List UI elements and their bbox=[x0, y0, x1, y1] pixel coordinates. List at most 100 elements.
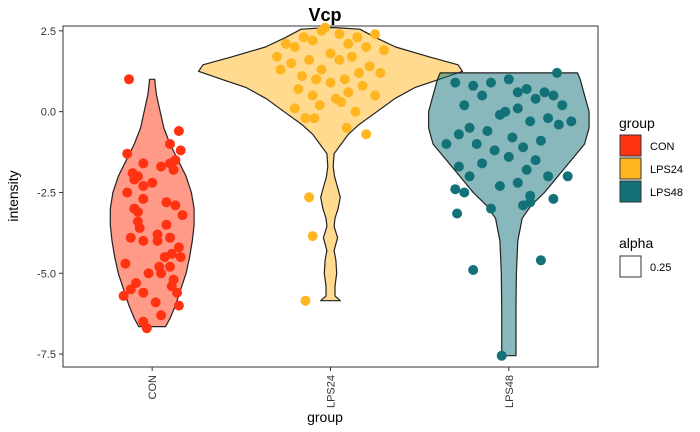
data-point-lps48 bbox=[530, 155, 541, 166]
data-point-lps48 bbox=[459, 100, 470, 111]
data-point-lps24 bbox=[320, 22, 331, 33]
data-point-con bbox=[138, 193, 149, 204]
data-point-lps24 bbox=[307, 35, 318, 46]
data-point-lps48 bbox=[477, 90, 488, 101]
data-point-con bbox=[124, 74, 134, 85]
data-point-lps24 bbox=[361, 129, 372, 140]
axes-layer: 2.5 0.0 -2.5 -5.0 -7.5 CON LPS24 LPS48 bbox=[37, 26, 516, 408]
data-point-lps24 bbox=[346, 51, 357, 62]
data-point-lps24 bbox=[336, 97, 347, 107]
data-point-con bbox=[125, 232, 136, 243]
data-point-con bbox=[132, 171, 143, 182]
data-point-lps48 bbox=[494, 181, 505, 191]
y-tick-label: 2.5 bbox=[41, 26, 56, 38]
data-point-lps24 bbox=[364, 61, 375, 72]
data-point-con bbox=[165, 139, 175, 149]
data-point-con bbox=[173, 242, 184, 253]
data-point-lps48 bbox=[459, 187, 470, 198]
data-point-lps24 bbox=[307, 90, 318, 101]
data-point-con bbox=[129, 203, 140, 214]
data-point-con bbox=[159, 252, 170, 263]
data-point-lps24 bbox=[272, 51, 282, 62]
legend-label-con: CON bbox=[650, 141, 675, 153]
data-point-con bbox=[143, 268, 154, 279]
legend-key-lps24 bbox=[619, 157, 642, 180]
data-point-con bbox=[156, 161, 167, 172]
data-point-lps24 bbox=[304, 192, 315, 203]
data-point-lps24 bbox=[289, 42, 300, 52]
data-point-lps48 bbox=[453, 129, 464, 140]
data-point-lps48 bbox=[512, 103, 523, 114]
legend-key-con bbox=[619, 134, 642, 157]
data-point-lps48 bbox=[482, 126, 493, 136]
data-point-lps48 bbox=[507, 132, 518, 143]
data-point-lps24 bbox=[314, 100, 325, 111]
legend-title-alpha: alpha bbox=[619, 235, 653, 251]
data-point-con bbox=[138, 158, 149, 169]
data-point-lps24 bbox=[307, 231, 318, 242]
data-point-lps48 bbox=[562, 171, 573, 182]
data-point-lps48 bbox=[553, 119, 564, 130]
data-point-lps24 bbox=[325, 48, 336, 59]
data-point-lps24 bbox=[339, 74, 350, 85]
data-point-lps24 bbox=[298, 32, 309, 43]
data-point-con bbox=[161, 219, 172, 230]
data-point-lps48 bbox=[464, 122, 475, 133]
data-point-lps24 bbox=[300, 295, 311, 306]
data-point-lps24 bbox=[325, 77, 336, 88]
data-point-lps24 bbox=[311, 74, 322, 85]
data-point-con bbox=[165, 158, 175, 169]
data-point-lps48 bbox=[543, 113, 554, 124]
data-point-con bbox=[138, 235, 149, 246]
data-point-lps48 bbox=[521, 164, 532, 175]
data-point-lps48 bbox=[450, 184, 461, 195]
data-point-lps24 bbox=[370, 90, 381, 101]
data-point-lps24 bbox=[286, 58, 297, 69]
data-point-lps48 bbox=[503, 151, 514, 162]
data-point-lps48 bbox=[503, 74, 514, 85]
data-point-lps48 bbox=[471, 139, 482, 149]
data-point-lps48 bbox=[441, 139, 452, 149]
data-point-lps24 bbox=[275, 64, 286, 75]
data-point-con bbox=[122, 148, 133, 159]
data-point-lps48 bbox=[496, 350, 507, 361]
data-point-lps48 bbox=[518, 142, 529, 153]
legend-title-group: group bbox=[619, 115, 655, 131]
data-point-lps48 bbox=[452, 208, 463, 219]
data-point-con bbox=[134, 223, 145, 233]
x-axis-title: group bbox=[307, 409, 343, 425]
data-point-lps24 bbox=[350, 106, 361, 117]
data-point-lps48 bbox=[489, 145, 500, 156]
data-point-lps24 bbox=[334, 29, 345, 40]
data-point-lps48 bbox=[486, 203, 496, 214]
data-point-lps48 bbox=[468, 265, 479, 275]
data-point-lps48 bbox=[512, 177, 523, 188]
data-point-con bbox=[166, 281, 177, 292]
data-point-lps24 bbox=[289, 103, 300, 114]
data-point-con bbox=[165, 261, 175, 272]
data-point-lps48 bbox=[566, 116, 577, 127]
data-point-con bbox=[131, 278, 142, 288]
data-point-lps48 bbox=[552, 67, 562, 78]
data-point-lps24 bbox=[361, 42, 372, 52]
legend: group CON LPS24 LPS48 alpha 0.25 bbox=[619, 115, 683, 278]
data-point-lps24 bbox=[357, 80, 368, 91]
x-tick-label-con: CON bbox=[147, 375, 159, 400]
data-point-lps48 bbox=[468, 80, 479, 91]
data-point-con bbox=[147, 177, 158, 188]
data-point-con bbox=[152, 235, 163, 246]
data-point-lps24 bbox=[370, 29, 381, 40]
data-point-lps48 bbox=[548, 90, 559, 101]
data-point-con bbox=[175, 145, 186, 156]
data-point-lps24 bbox=[334, 54, 345, 65]
data-point-lps24 bbox=[309, 113, 320, 124]
data-point-con bbox=[120, 258, 131, 269]
data-point-lps48 bbox=[535, 135, 546, 146]
data-point-lps48 bbox=[450, 77, 461, 88]
data-point-lps48 bbox=[521, 84, 532, 94]
data-point-lps24 bbox=[343, 38, 354, 49]
legend-key-alpha bbox=[619, 255, 642, 278]
data-point-lps24 bbox=[343, 87, 354, 98]
data-point-lps48 bbox=[539, 87, 550, 98]
y-tick-label: 0.0 bbox=[41, 107, 56, 119]
